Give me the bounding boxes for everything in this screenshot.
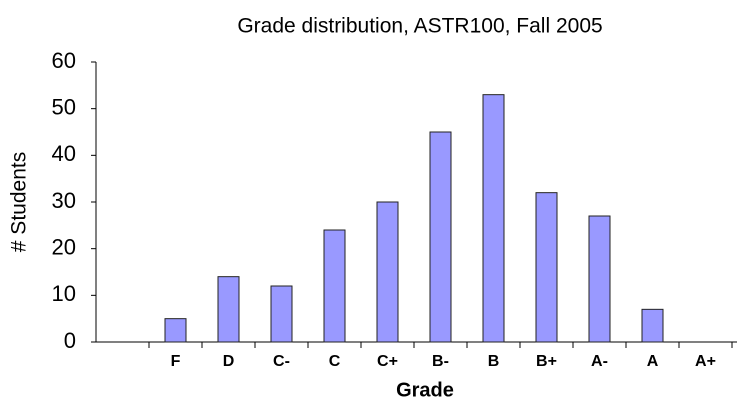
- bar: [429, 131, 452, 343]
- y-tick-label: 50: [52, 94, 76, 119]
- y-axis-title: # Students: [8, 152, 31, 252]
- x-tick-label: B: [488, 353, 500, 370]
- x-tick-label: B-: [432, 353, 449, 370]
- x-tick-label: A-: [591, 353, 608, 370]
- y-tick-label: 60: [52, 48, 76, 73]
- bar: [270, 285, 293, 343]
- bar: [535, 192, 558, 343]
- y-tick-label: 0: [64, 328, 76, 353]
- bar: [164, 318, 187, 343]
- bar: [588, 215, 611, 343]
- bar: [323, 229, 346, 343]
- x-tick-label: A: [647, 353, 659, 370]
- x-tick-label: C: [329, 353, 341, 370]
- x-tick-label: A+: [695, 353, 716, 370]
- y-tick-label: 20: [52, 234, 76, 259]
- x-tick-label: C-: [273, 353, 290, 370]
- bar: [376, 201, 399, 343]
- bar: [217, 276, 240, 343]
- y-tick-label: 10: [52, 281, 76, 306]
- bar: [641, 308, 664, 343]
- x-axis-title: Grade: [396, 379, 454, 401]
- x-tick-label: F: [171, 353, 181, 370]
- y-tick-label: 40: [52, 141, 76, 166]
- y-tick-label: 30: [52, 188, 76, 213]
- chart-title: Grade distribution, ASTR100, Fall 2005: [237, 15, 602, 38]
- x-tick-label: D: [223, 353, 235, 370]
- x-tick-label: B+: [536, 353, 557, 370]
- x-tick-label: C+: [377, 353, 398, 370]
- bar: [482, 94, 505, 343]
